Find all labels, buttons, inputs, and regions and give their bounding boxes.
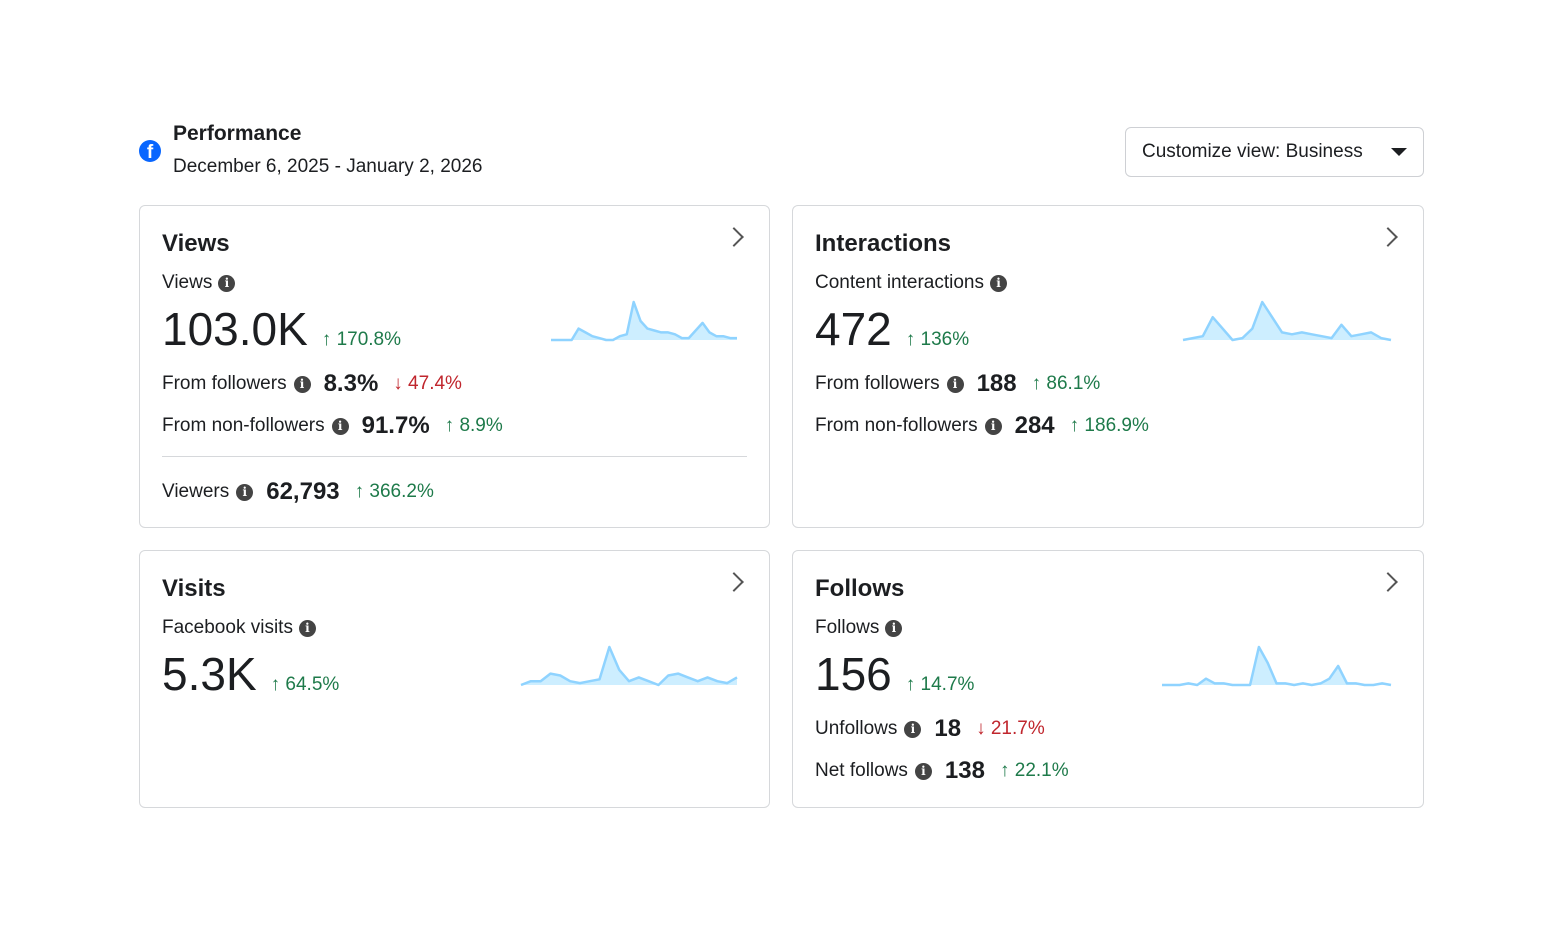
customize-view-dropdown[interactable]: Customize view: Business xyxy=(1125,127,1424,177)
info-icon[interactable]: i xyxy=(904,720,922,738)
sparkline-area xyxy=(1162,647,1391,685)
page-title: Performance xyxy=(173,122,302,145)
info-icon[interactable]: i xyxy=(293,375,311,393)
metric-label: Content interactions xyxy=(815,272,984,293)
card-title: Interactions xyxy=(815,230,952,257)
metric-label: Facebook visits xyxy=(162,617,293,638)
stat-row: Unfollows i 18 ↓ 21.7% xyxy=(815,715,1045,743)
card-title: Follows xyxy=(815,575,905,602)
card-title: Visits xyxy=(162,575,226,602)
stat-value: 91.7% xyxy=(361,412,430,439)
card-title: Views xyxy=(162,230,230,257)
stat-value: 188 xyxy=(976,370,1017,397)
info-icon[interactable]: i xyxy=(218,274,236,292)
stat-change: ↑ 86.1% xyxy=(1031,373,1101,394)
stat-label: From non-followers xyxy=(815,415,978,436)
stat-row: From non-followers i 284 ↑ 186.9% xyxy=(815,412,1149,440)
metric-value: 103.0K xyxy=(162,303,308,355)
metric-change: ↑ 14.7% xyxy=(905,674,975,695)
info-icon[interactable]: i xyxy=(990,274,1007,292)
sparkline-area xyxy=(1183,302,1391,340)
metric-label: Views xyxy=(162,272,213,293)
info-icon[interactable]: i xyxy=(914,762,932,780)
info-icon[interactable]: i xyxy=(236,483,254,501)
stat-label: Viewers xyxy=(162,481,230,502)
stat-row: From non-followers i 91.7% ↑ 8.9% xyxy=(162,412,503,440)
stat-row: From followers i 8.3% ↓ 47.4% xyxy=(162,370,462,398)
sparkline-line xyxy=(1182,300,1392,342)
interactions-sparkline xyxy=(1182,300,1392,342)
stat-value: 8.3% xyxy=(323,370,379,397)
metric-value: 5.3K xyxy=(162,648,257,700)
stat-change: ↓ 21.7% xyxy=(976,718,1045,739)
chevron-right-icon[interactable] xyxy=(724,227,744,247)
visits-sparkline xyxy=(520,645,738,687)
metric-change: ↑ 136% xyxy=(905,329,970,350)
metric-label: Follows xyxy=(815,617,880,638)
info-icon[interactable]: i xyxy=(298,619,316,637)
stat-row: Net follows i 138 ↑ 22.1% xyxy=(815,757,1069,785)
info-icon[interactable]: i xyxy=(946,375,964,393)
stat-value: 62,793 xyxy=(266,478,340,505)
facebook-icon: f xyxy=(139,140,161,162)
visits-card[interactable]: Visits Facebook visits i 5.3K ↑ 64.5% xyxy=(139,550,770,808)
info-icon[interactable]: i xyxy=(331,417,349,435)
sparkline-line xyxy=(520,645,738,687)
stat-change: ↑ 366.2% xyxy=(354,481,434,502)
interactions-card[interactable]: Interactions Content interactions i 472 ↑ … xyxy=(792,205,1424,528)
divider xyxy=(162,456,747,457)
metric-value: 472 xyxy=(815,303,892,355)
caret-down-icon xyxy=(1391,148,1407,156)
date-range: December 6, 2025 - January 2, 2026 xyxy=(173,156,483,177)
info-icon[interactable]: i xyxy=(984,417,1002,435)
stat-label: From followers xyxy=(815,373,940,394)
stat-change: ↑ 22.1% xyxy=(999,760,1069,781)
sparkline-area xyxy=(551,302,737,340)
follows-card[interactable]: Follows Follows i 156 ↑ 14.7% Unfollows i 18… xyxy=(792,550,1424,808)
stat-label: Unfollows xyxy=(815,718,898,739)
views-card[interactable]: Views Views i 103.0K ↑ 170.8% From followe… xyxy=(139,205,770,528)
metric-change: ↑ 64.5% xyxy=(270,674,340,695)
follows-sparkline xyxy=(1162,645,1392,687)
stat-change: ↑ 186.9% xyxy=(1069,415,1149,436)
chevron-right-icon[interactable] xyxy=(724,572,744,592)
sparkline-line xyxy=(551,300,737,342)
customize-view-label: Customize view: Business xyxy=(1142,141,1363,162)
chevron-right-icon[interactable] xyxy=(1378,227,1398,247)
metric-value: 156 xyxy=(815,648,892,700)
stat-change: ↑ 8.9% xyxy=(444,415,503,436)
stat-row: From followers i 188 ↑ 86.1% xyxy=(815,370,1100,398)
sparkline-line xyxy=(1162,645,1392,687)
stat-label: Net follows xyxy=(815,760,908,781)
stat-value: 138 xyxy=(944,757,985,784)
views-sparkline xyxy=(551,300,737,342)
stat-value: 18 xyxy=(934,715,962,742)
stat-label: From followers xyxy=(162,373,287,394)
chevron-right-icon[interactable] xyxy=(1378,572,1398,592)
stat-label: From non-followers xyxy=(162,415,325,436)
stat-row: Viewers i 62,793 ↑ 366.2% xyxy=(162,478,434,506)
stat-change: ↓ 47.4% xyxy=(393,373,462,394)
metric-change: ↑ 170.8% xyxy=(321,329,402,350)
stat-value: 284 xyxy=(1014,412,1055,439)
info-icon[interactable]: i xyxy=(885,619,903,637)
